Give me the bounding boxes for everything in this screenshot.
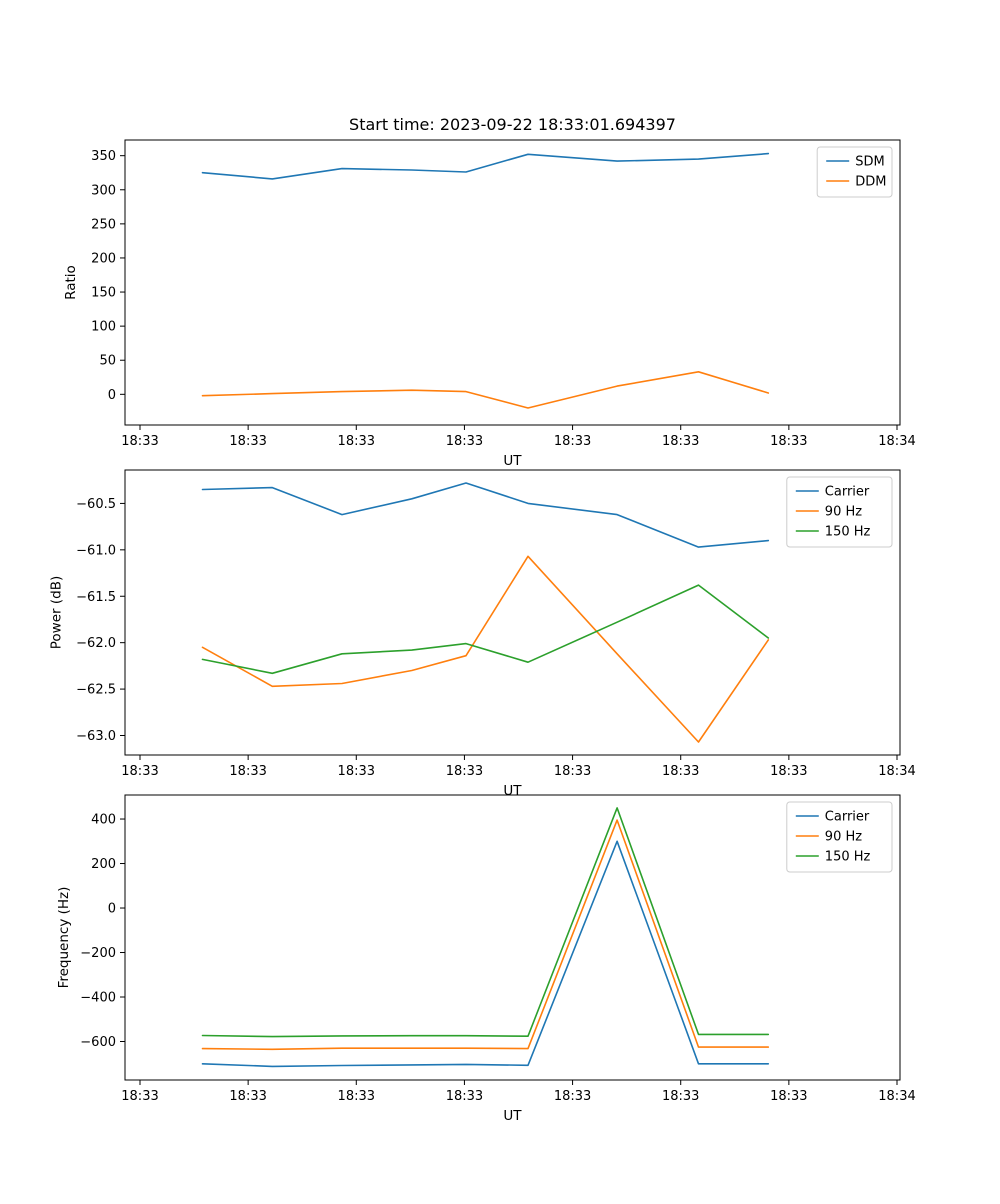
series-line-90-hz: [201, 819, 770, 1051]
y-tick-label: 300: [91, 183, 116, 198]
x-tick-label: 18:33: [554, 434, 591, 449]
y-axis-label: Ratio: [63, 265, 79, 300]
x-tick-label: 18:33: [770, 764, 807, 779]
axes-ratio: 0 50 100 150 200 250 300 350 18:33 18:33 18:33 18:3…: [63, 115, 916, 469]
legend: Carrier 90 Hz 150 Hz: [786, 476, 893, 548]
y-tick-label: −62.5: [76, 683, 116, 698]
series-line-150-hz: [201, 584, 770, 675]
series-line-ddm: [201, 370, 770, 409]
y-tick-label: 200: [91, 251, 116, 266]
x-tick-label: 18:33: [338, 434, 375, 449]
y-tick-label: −200: [80, 946, 116, 961]
legend-box: [786, 476, 893, 548]
x-tick-label: 18:33: [554, 1089, 591, 1104]
y-tick-label: 50: [99, 354, 116, 369]
x-tick-label: 18:34: [878, 764, 915, 779]
legend-label: 90 Hz: [825, 505, 862, 520]
y-tick-label: 200: [91, 857, 116, 872]
legend: SDM DDM: [816, 146, 893, 198]
plot-border: [124, 139, 901, 426]
y-tick-label: −61.0: [76, 543, 116, 558]
figure-title: Start time: 2023-09-22 18:33:01.694397: [349, 115, 676, 134]
legend-label: Carrier: [825, 810, 870, 825]
legend-label: 150 Hz: [825, 850, 871, 865]
x-tick-label: 18:33: [446, 434, 483, 449]
legend-label: 150 Hz: [825, 525, 871, 540]
y-axis-label: Power (dB): [49, 576, 65, 649]
legend-label: 90 Hz: [825, 830, 862, 845]
y-tick-label: −600: [80, 1035, 116, 1050]
y-tick-label: 100: [91, 320, 116, 335]
plot-border: [124, 794, 901, 1081]
legend-label: Carrier: [825, 485, 870, 500]
x-tick-label: 18:33: [229, 434, 266, 449]
x-axis-label: UT: [503, 453, 522, 469]
x-tick-label: 18:33: [121, 764, 158, 779]
series-line-90-hz: [201, 555, 770, 743]
y-axis-label: Frequency (Hz): [56, 887, 72, 989]
y-tick-label: −60.5: [76, 497, 116, 512]
y-tick-label: 400: [91, 813, 116, 828]
x-tick-label: 18:33: [446, 764, 483, 779]
y-tick-label: 0: [108, 902, 116, 917]
legend-box: [816, 146, 893, 198]
series-line-150-hz: [201, 807, 770, 1038]
legend-label: DDM: [855, 175, 886, 190]
series-line-carrier: [201, 482, 770, 548]
axes-power: −63.0 −62.5 −62.0 −61.5 −61.0 −60.5 18:33 18:33…: [49, 469, 916, 799]
x-tick-label: 18:33: [229, 1089, 266, 1104]
y-tick-label: −400: [80, 991, 116, 1006]
plot-border: [124, 469, 901, 756]
x-tick-label: 18:33: [446, 1089, 483, 1104]
axes-frequency: −600 −400 −200 0 200 400 18:33 18:33 18:33 18:33 1…: [56, 794, 916, 1124]
x-tick-label: 18:33: [338, 764, 375, 779]
x-axis-label: UT: [503, 783, 522, 799]
x-tick-label: 18:33: [554, 764, 591, 779]
y-tick-label: 350: [91, 149, 116, 164]
y-tick-label: 150: [91, 286, 116, 301]
x-tick-label: 18:33: [121, 1089, 158, 1104]
x-tick-label: 18:33: [770, 434, 807, 449]
legend-label: SDM: [855, 155, 884, 170]
x-tick-label: 18:34: [878, 1089, 915, 1104]
legend-box: [786, 801, 893, 873]
x-tick-label: 18:33: [229, 764, 266, 779]
x-tick-label: 18:33: [121, 434, 158, 449]
x-tick-label: 18:33: [662, 1089, 699, 1104]
y-tick-label: −61.5: [76, 590, 116, 605]
x-tick-label: 18:34: [878, 434, 915, 449]
y-tick-label: −63.0: [76, 729, 116, 744]
x-tick-label: 18:33: [662, 434, 699, 449]
x-tick-label: 18:33: [338, 1089, 375, 1104]
x-axis-label: UT: [503, 1108, 522, 1124]
x-tick-label: 18:33: [662, 764, 699, 779]
y-tick-label: 250: [91, 217, 116, 232]
legend: Carrier 90 Hz 150 Hz: [786, 801, 893, 873]
y-tick-label: 0: [108, 388, 116, 403]
y-tick-label: −62.0: [76, 636, 116, 651]
series-line-carrier: [201, 840, 770, 1068]
series-line-sdm: [201, 152, 770, 180]
x-tick-label: 18:33: [770, 1089, 807, 1104]
